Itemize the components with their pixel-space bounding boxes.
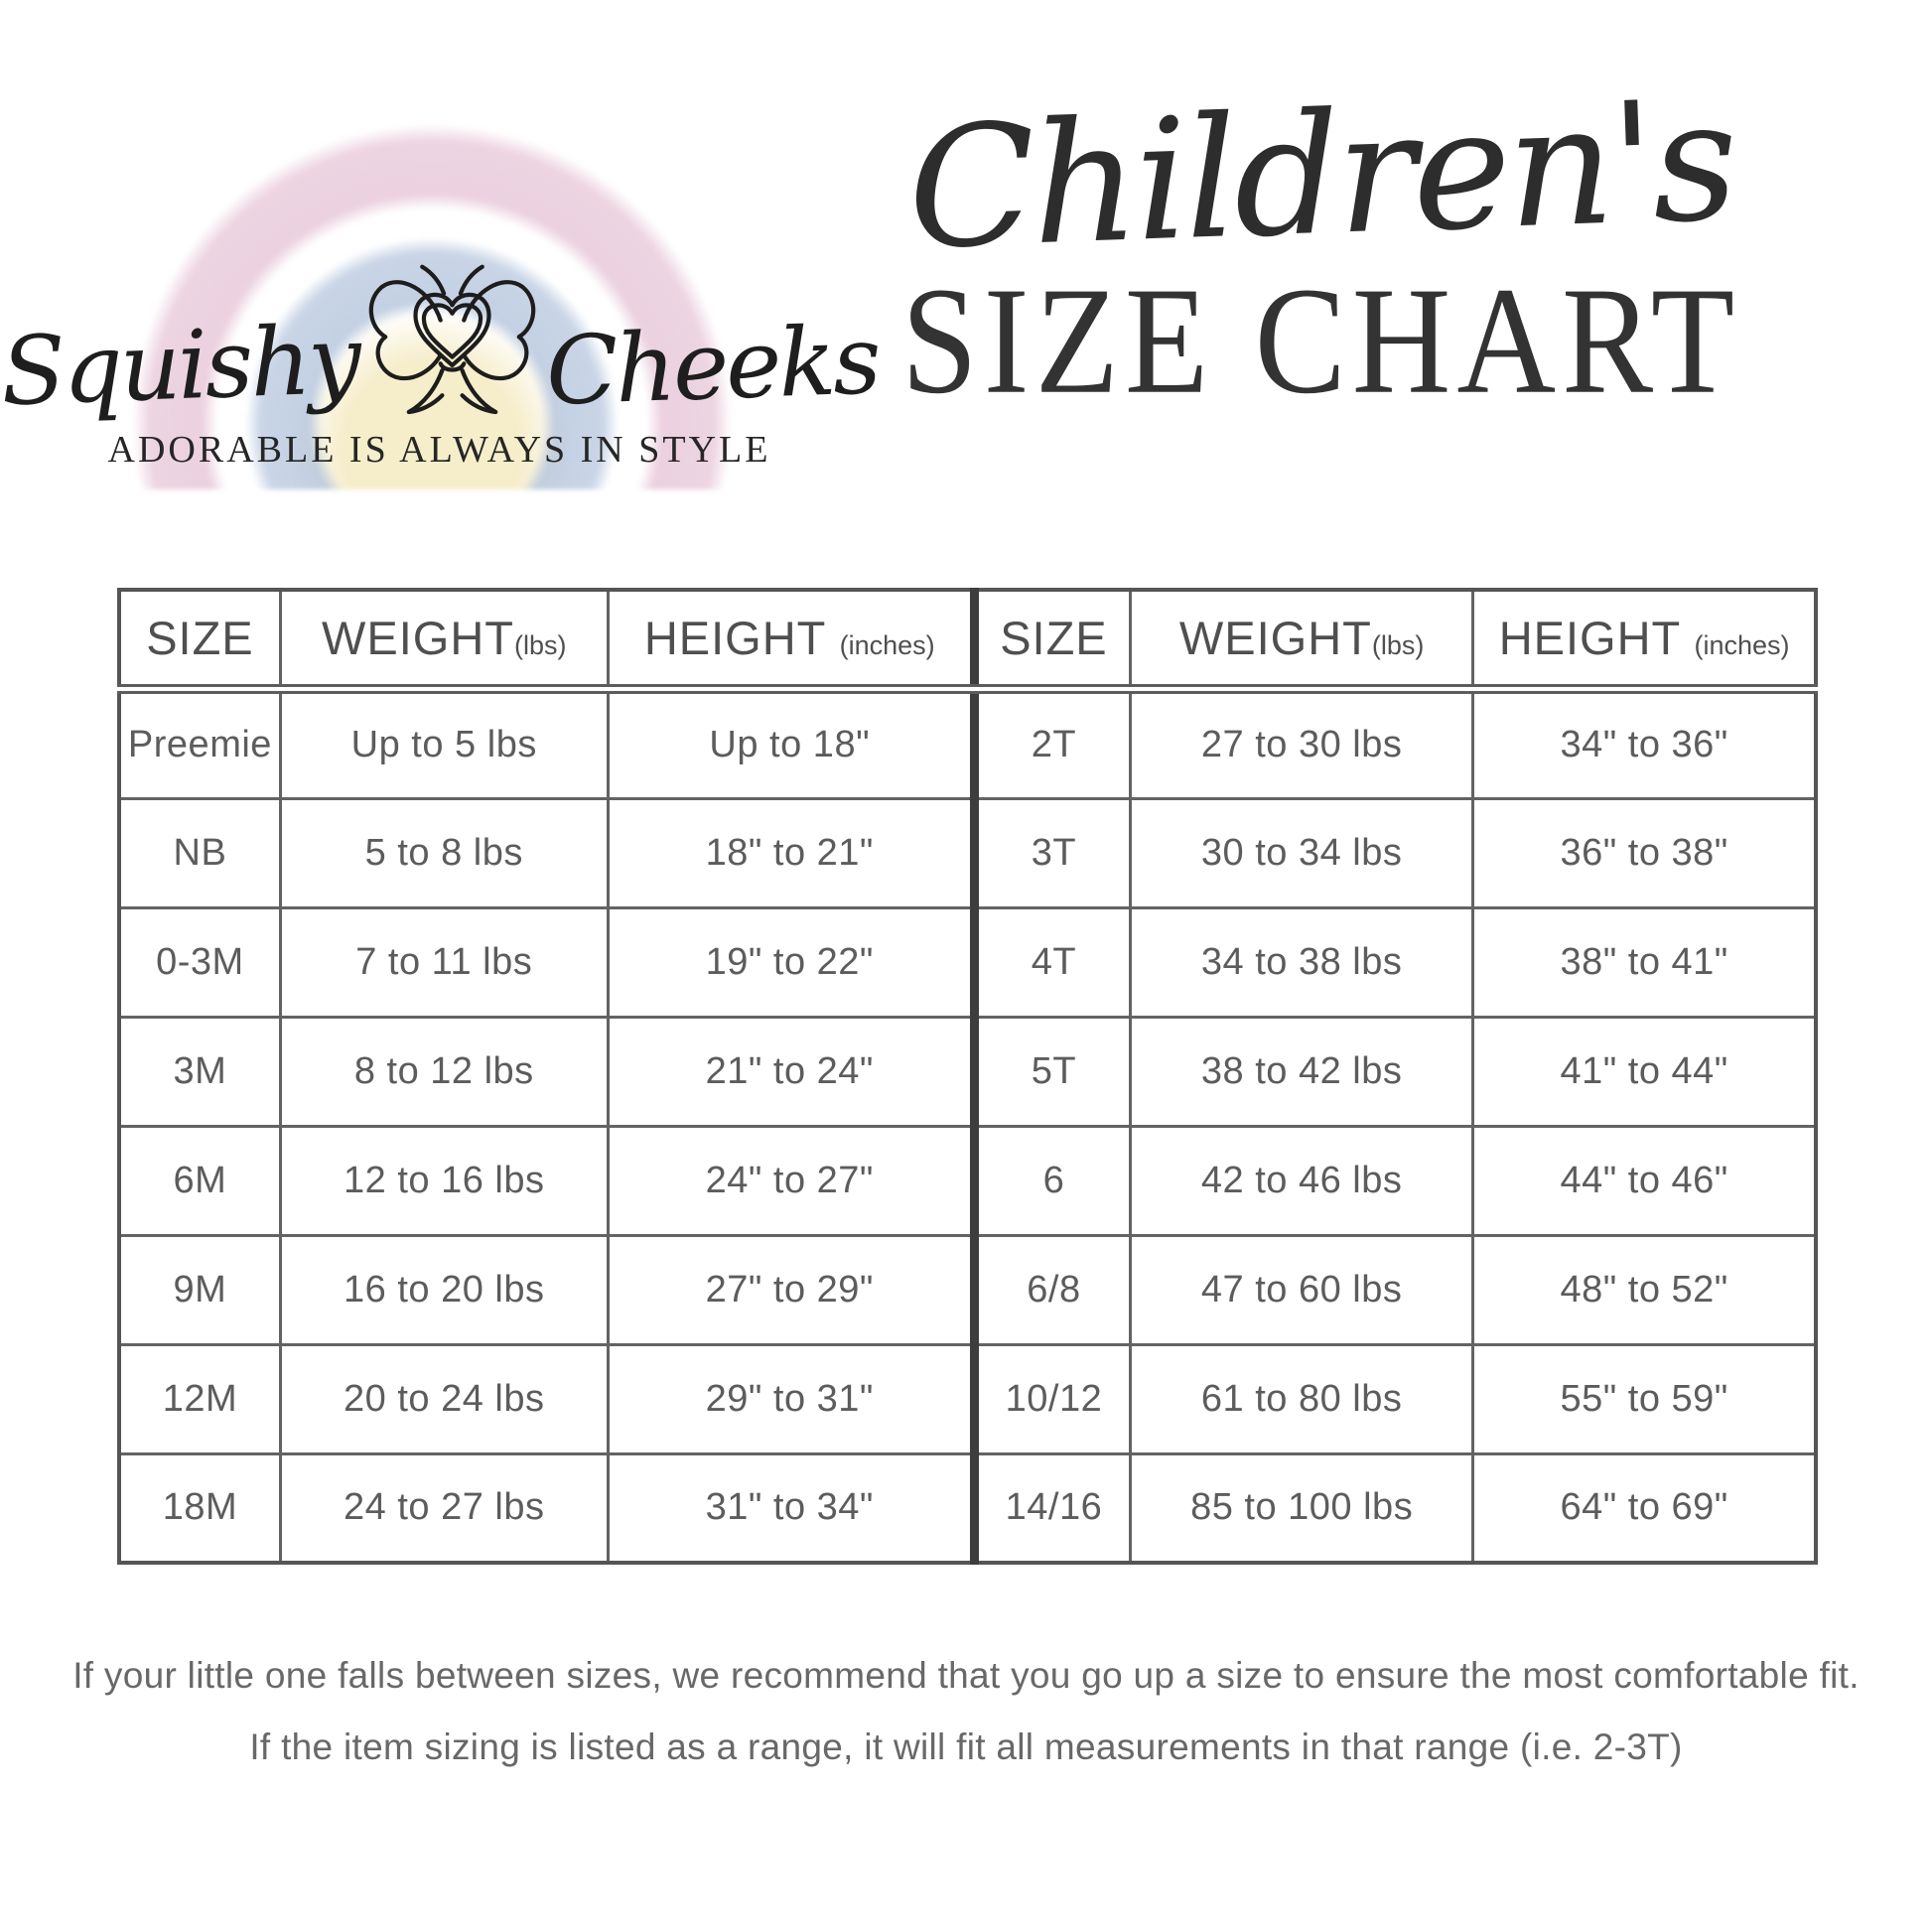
table-row: 12M 20 to 24 lbs 29" to 31" 10/12 61 to 80 l… — [117, 1342, 1818, 1455]
height-cell: 36" to 38" — [1471, 796, 1818, 909]
size-cell: 14/16 — [972, 1451, 1133, 1565]
weight-cell: 47 to 60 lbs — [1129, 1233, 1475, 1346]
size-cell: 10/12 — [972, 1342, 1133, 1455]
brand-name-right: Cheeks — [543, 306, 881, 427]
weight-cell: 34 to 38 lbs — [1129, 905, 1475, 1019]
size-cell: 6 — [972, 1124, 1133, 1237]
table-row: 3M 8 to 12 lbs 21" to 24" 5T 38 to 42 lbs 41"… — [117, 1015, 1818, 1128]
sizing-note-line1: If your little one falls between sizes, … — [72, 1655, 1860, 1696]
height-cell: 34" to 36" — [1471, 687, 1818, 800]
table-row: 18M 24 to 27 lbs 31" to 34" 14/16 85 to 100 … — [117, 1451, 1818, 1565]
weight-cell: 38 to 42 lbs — [1129, 1015, 1475, 1128]
table-row: Preemie Up to 5 lbs Up to 18" 2T 27 to 30 lb… — [117, 687, 1818, 800]
height-cell: 31" to 34" — [606, 1451, 979, 1565]
brand-name-row: Squishy Cheeks — [0, 264, 880, 433]
size-cell: NB — [117, 796, 282, 909]
size-cell: Preemie — [117, 687, 282, 800]
size-cell: 2T — [972, 687, 1133, 800]
weight-cell: 16 to 20 lbs — [278, 1233, 610, 1346]
brand-name-left: Squishy — [0, 305, 360, 428]
size-cell: 18M — [117, 1451, 282, 1565]
height-cell: 24" to 27" — [606, 1124, 979, 1237]
size-cell: 5T — [972, 1015, 1133, 1128]
size-cell: 12M — [117, 1342, 282, 1455]
height-cell: 38" to 41" — [1471, 905, 1818, 1019]
height-cell: 55" to 59" — [1471, 1342, 1818, 1455]
page-title: Children's SIZE CHART — [862, 64, 1780, 418]
header-size-right: SIZE — [972, 588, 1133, 694]
brand-logo: Squishy Cheeks ADORABLE IS — [0, 35, 880, 489]
weight-cell: 42 to 46 lbs — [1129, 1124, 1475, 1237]
table-row: 6M 12 to 16 lbs 24" to 27" 6 42 to 46 lbs 44"… — [117, 1124, 1818, 1237]
weight-cell: 61 to 80 lbs — [1129, 1342, 1475, 1455]
height-cell: Up to 18" — [606, 687, 979, 800]
size-cell: 3T — [972, 796, 1133, 909]
height-cell: 29" to 31" — [606, 1342, 979, 1455]
height-cell: 27" to 29" — [606, 1233, 979, 1346]
weight-cell: 85 to 100 lbs — [1129, 1451, 1475, 1565]
weight-cell: Up to 5 lbs — [278, 687, 610, 800]
size-cell: 0-3M — [117, 905, 282, 1019]
brand-tagline: ADORABLE IS ALWAYS IN STYLE — [107, 429, 771, 471]
table-row: 9M 16 to 20 lbs 27" to 29" 6/8 47 to 60 lbs 4… — [117, 1233, 1818, 1346]
sizing-note: If your little one falls between sizes, … — [0, 1640, 1932, 1783]
height-cell: 19" to 22" — [606, 905, 979, 1019]
weight-cell: 7 to 11 lbs — [278, 905, 610, 1019]
weight-cell: 12 to 16 lbs — [278, 1124, 610, 1237]
size-chart-table: SIZE WEIGHT(lbs) HEIGHT (inches) SIZE WE… — [117, 588, 1818, 1565]
header-size-left: SIZE — [117, 588, 282, 694]
height-cell: 44" to 46" — [1471, 1124, 1818, 1237]
height-cell: 64" to 69" — [1471, 1451, 1818, 1565]
size-cell: 4T — [972, 905, 1133, 1019]
title-script-line: Children's — [904, 63, 1737, 287]
weight-cell: 30 to 34 lbs — [1129, 796, 1475, 909]
header-height-right: HEIGHT (inches) — [1471, 588, 1818, 694]
sizing-note-line2: If the item sizing is listed as a range,… — [249, 1726, 1683, 1767]
height-cell: 41" to 44" — [1471, 1015, 1818, 1128]
height-cell: 18" to 21" — [606, 796, 979, 909]
size-cell: 9M — [117, 1233, 282, 1346]
weight-cell: 20 to 24 lbs — [278, 1342, 610, 1455]
size-table-body: Preemie Up to 5 lbs Up to 18" 2T 27 to 30 lb… — [117, 687, 1818, 1565]
table-row: NB 5 to 8 lbs 18" to 21" 3T 30 to 34 lbs 36" … — [117, 796, 1818, 909]
size-cell: 6M — [117, 1124, 282, 1237]
size-cell: 3M — [117, 1015, 282, 1128]
table-row: 0-3M 7 to 11 lbs 19" to 22" 4T 34 to 38 lbs 3… — [117, 905, 1818, 1019]
header-weight-left: WEIGHT(lbs) — [278, 588, 610, 694]
height-cell: 21" to 24" — [606, 1015, 979, 1128]
weight-cell: 5 to 8 lbs — [278, 796, 610, 909]
size-cell: 6/8 — [972, 1233, 1133, 1346]
weight-cell: 8 to 12 lbs — [278, 1015, 610, 1128]
bow-heart-icon — [368, 264, 536, 415]
height-cell: 48" to 52" — [1471, 1233, 1818, 1346]
header-height-left: HEIGHT (inches) — [606, 588, 979, 694]
table-header-row: SIZE WEIGHT(lbs) HEIGHT (inches) SIZE WE… — [117, 588, 1818, 694]
weight-cell: 27 to 30 lbs — [1129, 687, 1475, 800]
weight-cell: 24 to 27 lbs — [278, 1451, 610, 1565]
header-weight-right: WEIGHT(lbs) — [1129, 588, 1475, 694]
title-main-line: SIZE CHART — [900, 255, 1741, 426]
